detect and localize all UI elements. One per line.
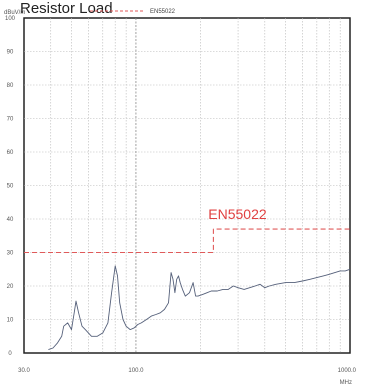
y-tick-label: 50 [7,184,14,190]
y-tick-label: 40 [7,217,14,223]
series-layer [24,228,351,351]
annotations: EN55022 [208,206,267,222]
x-tick-label: 1000.0 [338,368,357,374]
y-tick-label: 30 [7,251,14,257]
x-axis-ticks: 30.0 100.0 1000.0 [18,368,356,374]
x-axis-unit: MHz [340,380,352,386]
annotation-label: EN55022 [208,206,267,222]
y-tick-label: 70 [7,117,14,123]
y-axis-unit: dBuV/m [4,10,25,16]
grid [24,18,350,353]
y-tick-label: 60 [7,150,14,156]
series-line-1 [48,265,351,351]
y-tick-label: 80 [7,83,14,89]
y-tick-label: 100 [5,16,16,22]
y-tick-label: 0 [8,351,12,357]
series-line-en55022 [24,228,350,254]
y-axis-ticks: 0 10 20 30 40 50 60 70 80 90 100 [5,16,16,357]
chart-title: Resistor Load [20,0,113,17]
legend-label-en55022: EN55022 [150,9,176,15]
y-tick-label: 20 [7,284,14,290]
y-tick-label: 10 [7,318,14,324]
y-tick-label: 90 [7,50,14,56]
x-tick-label: 100.0 [128,368,144,374]
legend: EN55022 [90,9,176,15]
x-tick-label: 30.0 [18,368,30,374]
